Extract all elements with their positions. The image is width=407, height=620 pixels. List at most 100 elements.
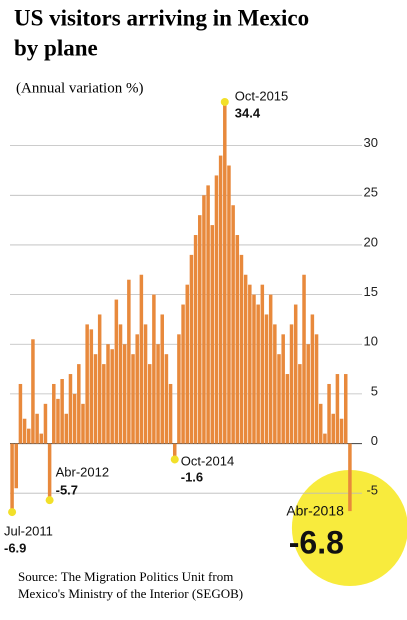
bar bbox=[156, 344, 160, 444]
bar bbox=[18, 383, 23, 444]
bar bbox=[302, 274, 306, 444]
bar bbox=[260, 284, 265, 444]
bar bbox=[335, 374, 340, 444]
bar bbox=[256, 304, 260, 444]
bar bbox=[343, 374, 348, 444]
annotation-value: -6.8 bbox=[289, 524, 344, 560]
bar bbox=[122, 344, 127, 444]
y-tick-label: 5 bbox=[371, 383, 378, 398]
bar bbox=[22, 418, 27, 444]
bar bbox=[298, 364, 302, 444]
bar bbox=[172, 443, 177, 460]
bar bbox=[56, 398, 60, 444]
y-tick-label: 15 bbox=[364, 284, 378, 299]
chart-title: by plane bbox=[14, 35, 98, 60]
bar bbox=[147, 364, 152, 444]
bar bbox=[135, 334, 139, 444]
bar bbox=[152, 294, 156, 444]
bar bbox=[39, 433, 44, 444]
bar bbox=[31, 339, 35, 444]
annotation-dot bbox=[170, 455, 179, 464]
y-tick-label: -5 bbox=[366, 483, 378, 498]
annotation-value: -5.7 bbox=[56, 482, 78, 497]
y-tick-label: 30 bbox=[364, 135, 378, 150]
bar bbox=[185, 284, 190, 444]
bar bbox=[323, 433, 327, 444]
bar bbox=[198, 215, 202, 444]
bar bbox=[81, 403, 85, 444]
y-tick-label: 20 bbox=[364, 234, 378, 249]
bar bbox=[114, 299, 119, 444]
bar bbox=[60, 379, 64, 444]
bar bbox=[210, 225, 215, 444]
annotation-label: Abr-2012 bbox=[56, 464, 109, 479]
bar bbox=[68, 374, 73, 444]
highlight-circle bbox=[291, 470, 407, 586]
bar bbox=[339, 418, 344, 444]
bar bbox=[106, 344, 110, 444]
bar bbox=[248, 284, 252, 444]
bar bbox=[289, 324, 294, 444]
bar bbox=[243, 274, 248, 444]
bar bbox=[72, 393, 77, 444]
bar bbox=[239, 254, 244, 444]
bar bbox=[131, 354, 135, 444]
bar bbox=[206, 185, 210, 444]
annotation-value: 34.4 bbox=[235, 105, 261, 120]
source: Source: The Migration Politics Unit from bbox=[18, 569, 233, 584]
bar bbox=[43, 403, 48, 444]
bar bbox=[85, 324, 89, 444]
bar bbox=[164, 354, 169, 444]
bar bbox=[10, 443, 14, 513]
bar bbox=[97, 314, 102, 444]
y-tick-label: 25 bbox=[364, 185, 378, 200]
annotation-value: -1.6 bbox=[181, 469, 203, 484]
bar bbox=[268, 294, 273, 444]
bar bbox=[181, 304, 185, 444]
annotation-dot bbox=[45, 496, 54, 505]
annotation-label: Oct-2014 bbox=[181, 453, 234, 468]
bar bbox=[189, 254, 194, 444]
annotation-dot bbox=[220, 97, 229, 106]
bar bbox=[110, 349, 114, 444]
bar bbox=[331, 413, 335, 444]
bar bbox=[160, 314, 164, 444]
bar bbox=[102, 364, 106, 444]
bar bbox=[293, 304, 298, 444]
bar bbox=[93, 354, 98, 444]
bar bbox=[35, 413, 39, 444]
bar bbox=[285, 374, 290, 444]
bar bbox=[252, 294, 256, 444]
bar bbox=[273, 324, 277, 444]
bar bbox=[177, 334, 181, 444]
annotation-label: Abr-2018 bbox=[286, 503, 344, 519]
bar bbox=[118, 324, 123, 444]
bar bbox=[348, 443, 352, 512]
annotation-value: -6.9 bbox=[4, 540, 26, 555]
bar bbox=[214, 175, 219, 444]
bar bbox=[89, 329, 94, 444]
annotation-dot bbox=[8, 508, 17, 517]
annotation-label: Oct-2015 bbox=[235, 88, 288, 103]
bar bbox=[14, 443, 19, 489]
bar bbox=[231, 205, 235, 444]
y-tick-label: 10 bbox=[364, 334, 378, 349]
bar bbox=[281, 334, 285, 444]
bar bbox=[223, 101, 227, 444]
chart-title: US visitors arriving in Mexico bbox=[14, 5, 309, 30]
bar bbox=[227, 165, 231, 444]
chart-subtitle: (Annual variation %) bbox=[16, 80, 143, 96]
bar bbox=[314, 334, 319, 444]
bar bbox=[77, 364, 81, 444]
bar bbox=[277, 354, 281, 444]
bar bbox=[47, 443, 52, 501]
bar bbox=[168, 383, 173, 444]
bar bbox=[264, 314, 269, 444]
bar bbox=[127, 279, 131, 444]
bar bbox=[143, 324, 148, 444]
bar bbox=[64, 413, 69, 444]
bar bbox=[306, 344, 310, 444]
bar bbox=[310, 314, 315, 444]
bar bbox=[52, 383, 56, 444]
